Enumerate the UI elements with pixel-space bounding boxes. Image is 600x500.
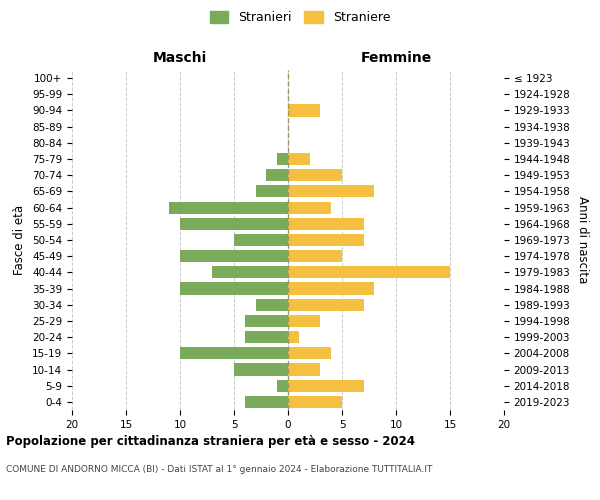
Bar	[245, 396, 288, 408]
Y-axis label: Fasce di età: Fasce di età	[13, 205, 26, 275]
Bar	[245, 315, 288, 327]
Bar	[256, 298, 288, 311]
Bar	[288, 202, 331, 213]
Bar	[256, 186, 288, 198]
Text: Maschi: Maschi	[153, 51, 207, 65]
Bar	[266, 169, 288, 181]
Bar	[288, 234, 364, 246]
Bar	[180, 348, 288, 360]
Bar	[277, 380, 288, 392]
Bar	[234, 234, 288, 246]
Bar	[288, 169, 342, 181]
Bar	[288, 396, 342, 408]
Legend: Stranieri, Straniere: Stranieri, Straniere	[205, 6, 395, 29]
Y-axis label: Anni di nascita: Anni di nascita	[576, 196, 589, 284]
Bar	[288, 315, 320, 327]
Text: Popolazione per cittadinanza straniera per età e sesso - 2024: Popolazione per cittadinanza straniera p…	[6, 435, 415, 448]
Bar	[288, 364, 320, 376]
Bar	[288, 218, 364, 230]
Bar	[288, 186, 374, 198]
Bar	[169, 202, 288, 213]
Bar	[288, 282, 374, 294]
Bar	[288, 298, 364, 311]
Bar	[277, 153, 288, 165]
Bar	[288, 348, 331, 360]
Bar	[288, 104, 320, 117]
Bar	[180, 250, 288, 262]
Bar	[288, 153, 310, 165]
Text: COMUNE DI ANDORNO MICCA (BI) - Dati ISTAT al 1° gennaio 2024 - Elaborazione TUTT: COMUNE DI ANDORNO MICCA (BI) - Dati ISTA…	[6, 465, 433, 474]
Bar	[180, 282, 288, 294]
Bar	[180, 218, 288, 230]
Bar	[234, 364, 288, 376]
Bar	[212, 266, 288, 278]
Text: Femmine: Femmine	[361, 51, 431, 65]
Bar	[245, 331, 288, 343]
Bar	[288, 250, 342, 262]
Bar	[288, 331, 299, 343]
Bar	[288, 380, 364, 392]
Bar	[288, 266, 450, 278]
